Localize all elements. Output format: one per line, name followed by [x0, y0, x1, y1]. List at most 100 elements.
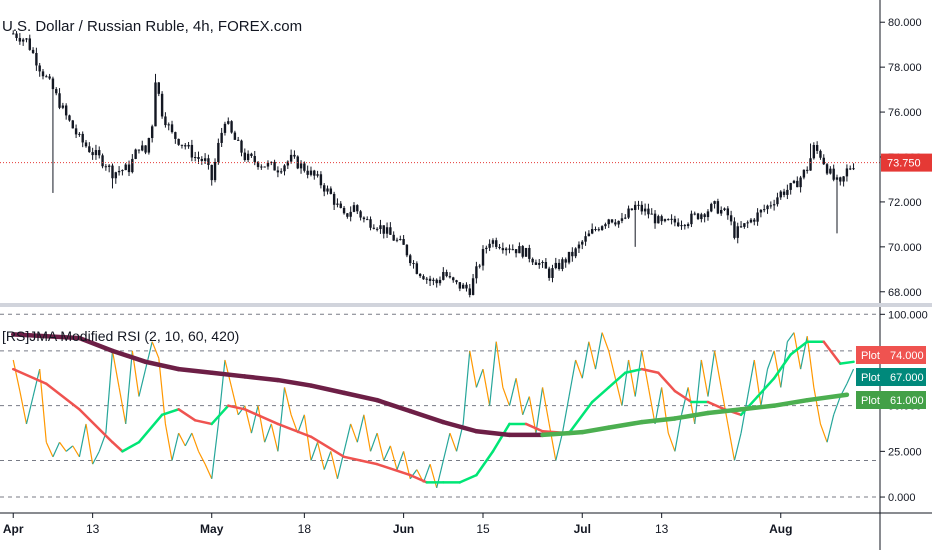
price-tick-label: 80.000	[888, 17, 922, 29]
fast-rsi-segment	[647, 387, 656, 425]
candle-body	[786, 189, 789, 195]
fast-rsi-segment	[78, 423, 87, 457]
candle-body	[792, 180, 796, 184]
candle-body	[557, 262, 561, 270]
candle-body	[415, 263, 419, 274]
candle-body	[243, 152, 247, 160]
candle-body	[55, 89, 58, 94]
fast-rsi-segment	[65, 445, 74, 452]
candle-body	[190, 144, 194, 158]
candle-body	[203, 158, 207, 161]
fast-rsi-segment	[184, 432, 193, 447]
mid-rsi-segment	[160, 408, 180, 417]
price-tick-label: 68.000	[888, 287, 922, 299]
candle-body	[111, 165, 114, 179]
candle-body	[213, 161, 217, 181]
fast-rsi-segment	[786, 332, 795, 343]
candle-body	[220, 132, 223, 143]
candle-body	[78, 133, 81, 135]
fast-rsi-segment	[164, 423, 173, 461]
candle-body	[796, 180, 799, 188]
candle-body	[74, 128, 78, 135]
fast-rsi-segment	[277, 387, 286, 452]
candle-body	[38, 65, 41, 72]
indicator-tick-label: 100.000	[888, 309, 928, 321]
price-tick-label: 76.000	[888, 107, 922, 119]
candle-body	[286, 161, 290, 166]
candle-body	[389, 227, 392, 235]
mid-rsi-segment	[706, 400, 726, 411]
time-tick-label: May	[200, 522, 224, 536]
candle-body	[544, 262, 548, 269]
fast-rsi-segment	[19, 390, 28, 425]
candle-body	[538, 262, 541, 265]
candle-body	[743, 223, 746, 227]
candle-body	[197, 157, 200, 159]
candle-body	[35, 52, 38, 66]
candle-body	[316, 174, 319, 176]
candle-body	[845, 168, 849, 177]
candle-body	[323, 185, 326, 192]
candle-body	[584, 236, 587, 242]
candle-body	[504, 248, 508, 251]
candle-body	[240, 140, 243, 153]
fast-rsi-segment	[138, 368, 147, 397]
candle-body	[690, 213, 693, 225]
candle-body	[147, 138, 151, 153]
slow-rsi-segment	[441, 419, 479, 434]
fast-rsi-segment	[257, 405, 266, 443]
price-tick-label: 70.000	[888, 242, 922, 254]
candle-body	[372, 227, 376, 229]
candle-body	[604, 224, 607, 227]
candle-body	[104, 166, 108, 168]
candle-body	[627, 208, 630, 218]
mid-rsi-segment	[45, 382, 81, 411]
mid-rsi-segment	[193, 419, 213, 426]
price-tick-label: 72.000	[888, 197, 922, 209]
candle-body	[676, 222, 680, 227]
candle-body	[696, 213, 700, 220]
fast-rsi-segment	[59, 441, 67, 452]
candle-body	[726, 208, 730, 216]
fast-rsi-segment	[475, 368, 484, 388]
fast-rsi-segment	[502, 387, 511, 406]
candle-body	[491, 240, 495, 244]
candle-body	[713, 201, 716, 204]
candle-body	[117, 170, 121, 173]
candle-body	[81, 133, 84, 143]
candle-body	[369, 219, 372, 228]
fast-rsi-segment	[283, 387, 292, 415]
time-tick-label: 13	[655, 522, 669, 536]
candle-body	[61, 105, 65, 108]
candle-body	[498, 246, 501, 249]
candle-body	[587, 233, 591, 237]
candle-body	[495, 240, 498, 247]
mid-rsi-segment	[524, 422, 544, 433]
candle-body	[825, 164, 829, 174]
candle-body	[68, 115, 71, 121]
candle-body	[815, 145, 819, 151]
slow-rsi-segment	[308, 383, 347, 396]
candle-body	[488, 243, 491, 248]
candle-body	[547, 268, 551, 278]
candle-body	[150, 126, 154, 139]
fast-rsi-segment	[125, 350, 133, 424]
candle-body	[541, 262, 544, 264]
fast-rsi-segment	[846, 368, 855, 384]
candle-body	[653, 213, 657, 224]
fast-rsi-segment	[535, 387, 544, 434]
candle-body	[405, 244, 409, 256]
fast-rsi-segment	[581, 341, 590, 379]
fast-rsi-segment	[614, 378, 623, 406]
candle-body	[782, 191, 786, 195]
candle-body	[342, 207, 346, 214]
candle-body	[518, 246, 521, 254]
candle-body	[289, 154, 293, 162]
fast-rsi-segment	[727, 423, 736, 461]
pane-separator	[0, 303, 932, 307]
fast-rsi-segment	[601, 332, 610, 352]
candle-body	[663, 219, 667, 222]
candle-body	[306, 170, 309, 175]
